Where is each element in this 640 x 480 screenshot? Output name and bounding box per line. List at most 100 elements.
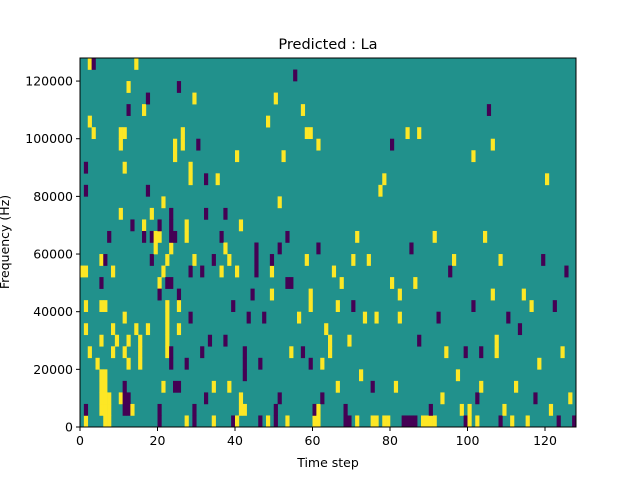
- heatmap-cell: [242, 403, 247, 416]
- heatmap-cell: [440, 392, 445, 405]
- heatmap-cell: [122, 161, 127, 174]
- heatmap-cell: [111, 265, 116, 278]
- heatmap-cell: [293, 69, 298, 82]
- heatmap-cell: [269, 254, 275, 266]
- heatmap-cell: [188, 265, 193, 278]
- heatmap-cell: [405, 415, 410, 428]
- heatmap-cell: [126, 403, 131, 416]
- heatmap-cell: [99, 380, 104, 393]
- heatmap-cell: [366, 254, 371, 266]
- heatmap-cell: [258, 357, 263, 370]
- heatmap-cell: [153, 242, 158, 255]
- heatmap-cell: [103, 254, 108, 266]
- heatmap-cell: [231, 300, 236, 312]
- heatmap-cell: [238, 219, 244, 232]
- heatmap-cell: [192, 254, 197, 266]
- heatmap-cell: [87, 346, 92, 359]
- heatmap-cell: [521, 288, 526, 301]
- heatmap-cell: [355, 415, 360, 428]
- heatmap-cell: [444, 346, 449, 359]
- heatmap-cell: [200, 265, 205, 278]
- heatmap-cell: [300, 104, 306, 116]
- heatmap-cell: [145, 323, 151, 336]
- heatmap-cell: [494, 346, 499, 359]
- heatmap-cell: [242, 346, 247, 359]
- x-tick-label: 80: [382, 433, 398, 448]
- heatmap-cell: [374, 415, 379, 428]
- heatmap-cell: [490, 138, 495, 151]
- heatmap-cell: [564, 265, 569, 278]
- heatmap-cell: [165, 323, 170, 336]
- heatmap-cell: [83, 415, 89, 428]
- heatmap-cell: [269, 265, 275, 278]
- heatmap-cell: [122, 403, 127, 416]
- heatmap-cell: [173, 380, 178, 393]
- heatmap-cell: [169, 277, 174, 289]
- heatmap-cell: [238, 403, 244, 416]
- heatmap-cell: [204, 392, 209, 405]
- heatmap-cell: [285, 277, 290, 289]
- heatmap-cell: [397, 288, 402, 301]
- heatmap-cell: [103, 380, 108, 393]
- heatmap-cell: [424, 415, 430, 428]
- heatmap-cell: [111, 323, 116, 336]
- heatmap-cell: [277, 196, 282, 209]
- heatmap-cell: [510, 415, 515, 428]
- heatmap-cell: [83, 265, 89, 278]
- heatmap-cell: [122, 392, 127, 405]
- heatmap-cell: [173, 230, 178, 243]
- heatmap-cell: [99, 277, 104, 289]
- heatmap-cell: [362, 311, 368, 324]
- y-tick-label: 0: [65, 420, 73, 435]
- heatmap-cell: [184, 230, 189, 243]
- heatmap-cell: [103, 300, 108, 312]
- heatmap-cell: [188, 161, 193, 174]
- heatmap-cell: [91, 58, 96, 70]
- heatmap-cell: [122, 127, 127, 140]
- heatmap-cell: [196, 138, 201, 151]
- heatmap-cell: [80, 265, 85, 278]
- heatmap-cell: [343, 403, 348, 416]
- heatmap-cell: [204, 207, 209, 220]
- heatmap-cell: [316, 403, 321, 416]
- heatmap-cell: [126, 357, 131, 370]
- heatmap-cell: [99, 254, 104, 266]
- heatmap-cell: [145, 92, 151, 105]
- heatmap-cell: [502, 403, 507, 416]
- heatmap-cell: [409, 242, 414, 255]
- heatmap-cell: [207, 334, 213, 347]
- heatmap-cell: [537, 357, 542, 370]
- heatmap-cell: [176, 380, 182, 393]
- heatmap-cell: [242, 369, 247, 382]
- heatmap-cell: [355, 230, 360, 243]
- x-tick-label: 20: [150, 433, 166, 448]
- heatmap-cell: [382, 173, 387, 186]
- heatmap-cell: [235, 150, 240, 163]
- heatmap-cell: [126, 81, 131, 93]
- heatmap-cell: [91, 127, 96, 140]
- heatmap-cell: [169, 207, 174, 220]
- heatmap-cell: [370, 415, 375, 428]
- heatmap-cell: [246, 311, 251, 324]
- heatmap-cell: [328, 334, 333, 347]
- heatmap-cell: [157, 219, 162, 232]
- plot-frame: [79, 57, 577, 428]
- heatmap-cell: [242, 357, 247, 370]
- heatmap-cell: [374, 311, 379, 324]
- heatmap-cell: [122, 380, 127, 393]
- heatmap-cell: [417, 334, 422, 347]
- heatmap-cell: [83, 323, 89, 336]
- heatmap-cell: [525, 415, 530, 428]
- heatmap-cell: [304, 254, 309, 266]
- heatmap-cell: [138, 334, 143, 347]
- heatmap-cell: [134, 323, 139, 336]
- y-tick-label: 100000: [25, 131, 73, 146]
- heatmap-cell: [421, 415, 426, 428]
- heatmap-cell: [192, 415, 197, 428]
- y-tick-label: 40000: [33, 304, 73, 319]
- heatmap-cell: [211, 415, 216, 428]
- heatmap-cell: [320, 357, 325, 370]
- heatmap-cell: [390, 277, 395, 289]
- heatmap-cell: [219, 230, 224, 243]
- heatmap-cell: [413, 415, 418, 428]
